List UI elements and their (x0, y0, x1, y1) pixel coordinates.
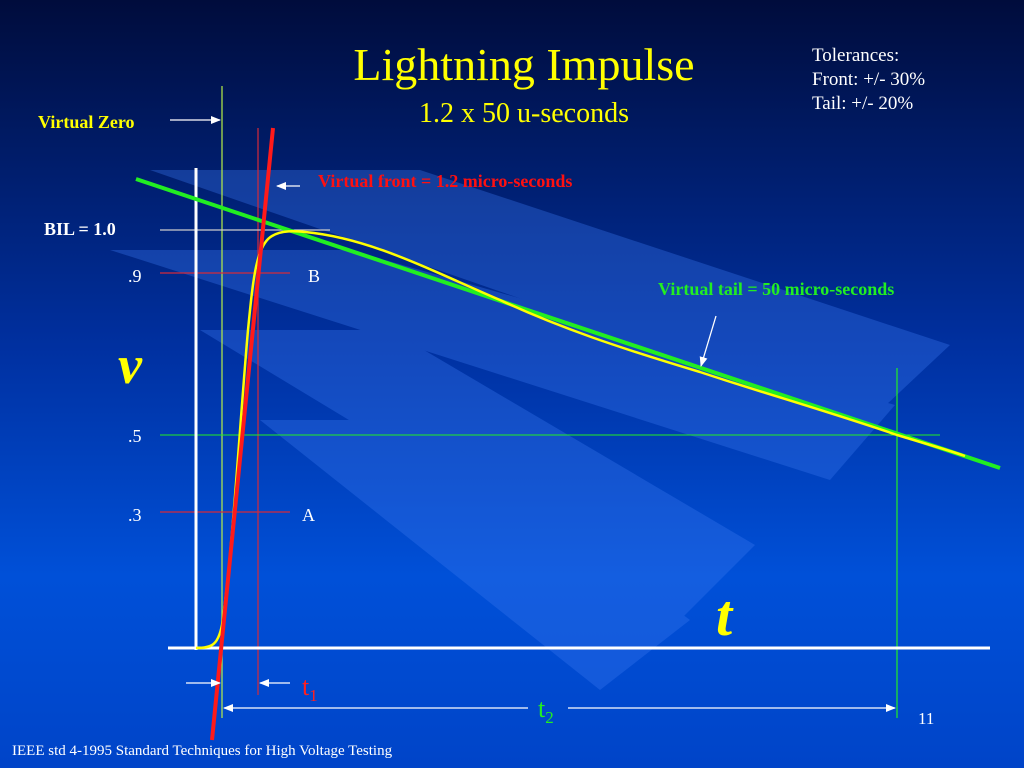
tolerance-tail: Tail: +/- 20% (812, 93, 914, 114)
tick-label-09: .9 (128, 266, 142, 286)
bil-label: BIL = 1.0 (44, 219, 116, 239)
v-axis-label: v (118, 335, 142, 395)
t1-base: t (302, 672, 310, 701)
t1-subscript: 1 (309, 686, 318, 706)
t2-base: t (538, 694, 546, 723)
t1-label: t1 (302, 672, 318, 706)
t2-subscript: 2 (545, 708, 554, 728)
point-b-label: B (308, 266, 321, 286)
virtual-zero-label: Virtual Zero (38, 112, 135, 132)
tick-label-03: .3 (128, 505, 142, 525)
background-stripes (110, 170, 950, 690)
tolerances-heading: Tolerances: (812, 45, 900, 66)
virtual-tail-arrow (699, 315, 717, 367)
point-a-label: A (302, 505, 315, 525)
slide-number: 11 (918, 709, 935, 728)
virtual-tail-label: Virtual tail = 50 micro-seconds (658, 279, 895, 299)
t-axis-label: t (716, 583, 733, 648)
virtual-front-line (210, 127, 275, 741)
slide-subtitle: 1.2 x 50 u-seconds (419, 98, 629, 129)
footer-text: IEEE std 4-1995 Standard Techniques for … (12, 743, 393, 759)
virtual-front-label: Virtual front = 1.2 micro-seconds (318, 171, 573, 191)
tolerances-block: Tolerances: Front: +/- 30% Tail: +/- 20% (812, 44, 925, 116)
t2-label: t2 (538, 694, 554, 728)
virtual-tail-line (135, 177, 1001, 470)
tick-label-05: .5 (128, 426, 142, 446)
tolerance-front: Front: +/- 30% (812, 69, 926, 90)
slide-title: Lightning Impulse (353, 39, 695, 90)
